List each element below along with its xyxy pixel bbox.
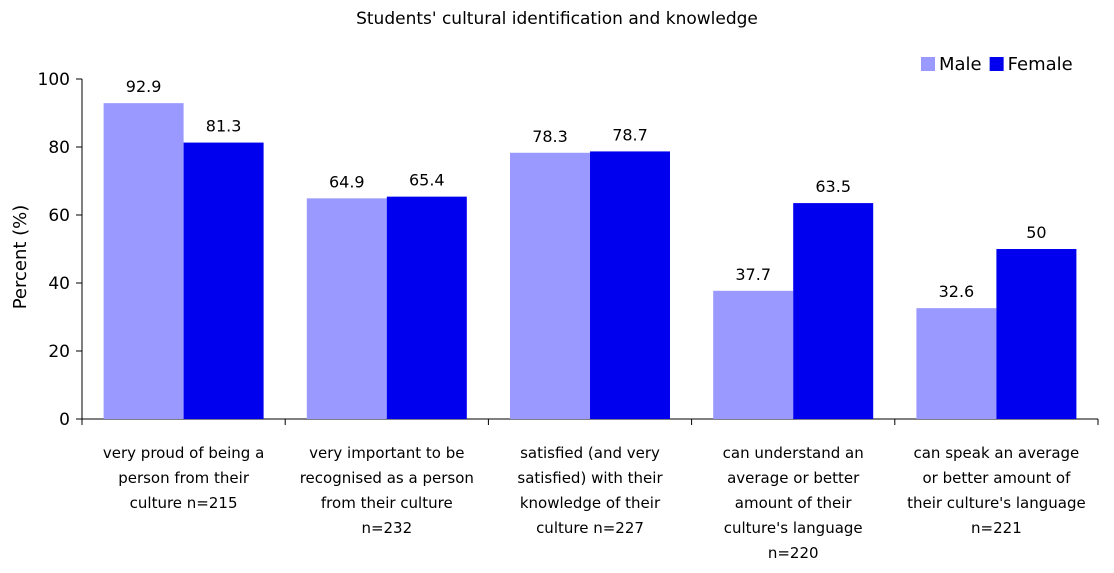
bars [103, 103, 1077, 420]
y-axis-label: Percent (%) [10, 205, 31, 310]
legend-label-male: Male [939, 54, 982, 75]
category-label: very important to be recognised as a pers… [300, 444, 474, 537]
category-label-line: recognised as a person [300, 469, 474, 487]
bar-male [510, 152, 590, 419]
data-label: 81.3 [206, 117, 242, 136]
data-label: 78.3 [532, 127, 568, 146]
category-label-line: can speak an average [913, 444, 1079, 462]
bar-female [996, 249, 1077, 419]
data-label: 50 [1026, 223, 1046, 242]
legend-label-female: Female [1008, 54, 1073, 75]
y-tick-label: 20 [48, 342, 70, 362]
legend: Male Female [921, 54, 1073, 75]
category-label-line: from their culture [321, 494, 453, 512]
data-label: 92.9 [126, 77, 162, 96]
category-label: can speak an average or better amount of t… [907, 444, 1086, 537]
data-label: 64.9 [329, 172, 365, 191]
category-label-line: amount of their [735, 494, 853, 512]
category-label-line: very important to be [309, 444, 464, 462]
data-label: 32.6 [939, 282, 975, 301]
data-labels: 92.9 64.9 78.3 37.7 32.6 81.3 65.4 78.7 63.5 50 [126, 77, 1047, 301]
bar-female [793, 203, 874, 419]
category-label: can understand an average or better amount… [723, 444, 864, 562]
category-label-line: can understand an [723, 444, 864, 462]
category-label-line: or better amount of [922, 469, 1071, 487]
data-label: 37.7 [735, 265, 771, 284]
category-label-line: n=232 [361, 519, 412, 537]
category-label-line: culture n=227 [536, 519, 644, 537]
category-label-line: average or better [727, 469, 860, 487]
category-label-line: knowledge of their [520, 494, 661, 512]
bar-female [590, 151, 670, 420]
category-label-line: their culture's language [907, 494, 1086, 512]
category-labels: very proud of being a person from their cu… [103, 444, 1086, 562]
data-label: 63.5 [815, 177, 851, 196]
y-tick-label: 100 [38, 70, 70, 90]
category-label-line: culture's language [724, 519, 863, 537]
legend-swatch-male [921, 57, 935, 71]
y-tick-label: 0 [59, 410, 70, 430]
bar-male [103, 103, 184, 419]
bar-male [916, 308, 997, 419]
category-label-line: satisfied) with their [517, 469, 663, 487]
category-label-line: satisfied (and very [520, 444, 660, 462]
chart-title: Students' cultural identification and kn… [356, 9, 758, 29]
category-label-line: very proud of being a [103, 444, 264, 462]
category-label-line: person from their [118, 469, 250, 487]
data-label: 78.7 [612, 125, 648, 144]
bar-female [183, 142, 264, 419]
category-label-line: n=221 [971, 519, 1022, 537]
category-label: very proud of being a person from their cu… [103, 444, 264, 512]
y-tick-label: 60 [48, 206, 70, 226]
y-tick-label: 80 [48, 138, 70, 158]
category-label-line: n=220 [768, 544, 819, 562]
bar-male [713, 290, 794, 419]
category-label: satisfied (and very satisfied) with their… [517, 444, 663, 537]
category-label-line: culture n=215 [130, 494, 238, 512]
legend-swatch-female [989, 57, 1004, 71]
bar-male [306, 198, 387, 419]
y-tick-label: 40 [48, 274, 70, 294]
data-label: 65.4 [409, 171, 445, 190]
bar-female [386, 196, 467, 419]
